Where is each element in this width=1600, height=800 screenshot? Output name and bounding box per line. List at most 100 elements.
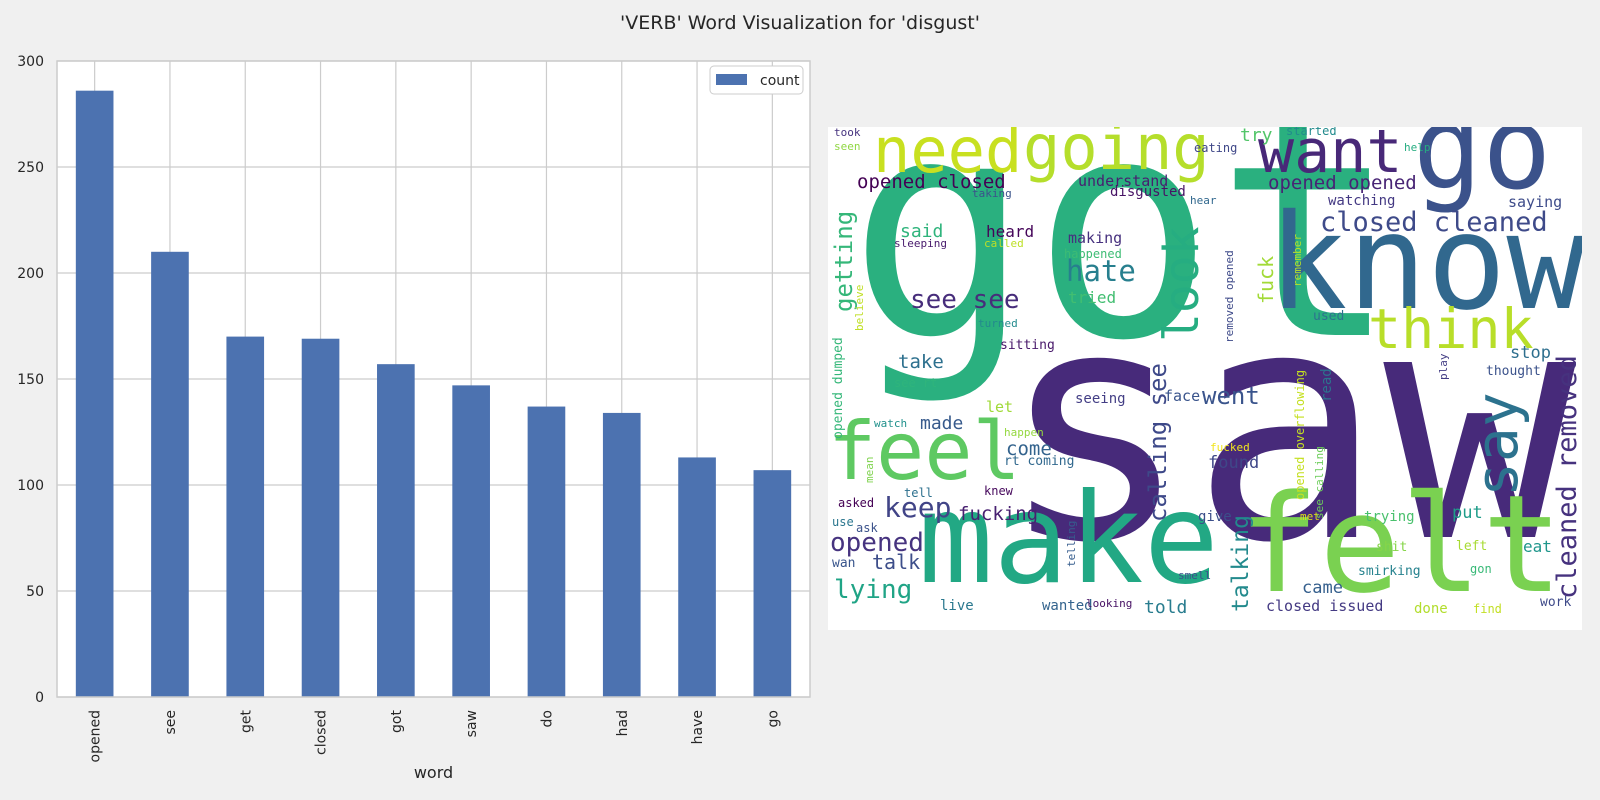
- word-cloud-word: help: [1404, 141, 1431, 154]
- word-cloud-word: fucked: [1210, 441, 1250, 454]
- x-tick-label: had: [615, 710, 631, 736]
- y-tick-label: 0: [35, 690, 44, 706]
- x-tick-label: have: [690, 710, 706, 744]
- x-tick-label: closed: [314, 710, 330, 755]
- word-cloud-word: happened: [1064, 247, 1122, 261]
- word-cloud: got saw make felt know go need going want feel thi…: [828, 127, 1582, 630]
- word-cloud-word: turned: [978, 317, 1018, 330]
- y-tick-label: 300: [17, 54, 44, 70]
- word-cloud-word: give: [1198, 509, 1232, 525]
- word-cloud-word: smell: [1178, 569, 1212, 582]
- word-cloud-word: smirking: [1358, 564, 1421, 579]
- word-cloud-word: want: [1258, 127, 1403, 187]
- word-cloud-word: keep: [884, 491, 952, 524]
- word-cloud-word: opened overflowing: [1293, 369, 1307, 500]
- word-cloud-word: ask: [856, 521, 878, 535]
- word-cloud-word: happen: [1004, 426, 1044, 439]
- bar-saw: [452, 385, 490, 697]
- word-cloud-word: say: [1463, 392, 1531, 497]
- word-cloud-word: rt coming: [1004, 454, 1075, 469]
- word-cloud-word: lying: [834, 575, 913, 605]
- word-cloud-word: watch: [874, 417, 908, 430]
- word-cloud-word: see calling: [1313, 446, 1326, 519]
- word-cloud-word: made: [920, 413, 964, 434]
- word-cloud-word: done: [1414, 601, 1448, 617]
- word-cloud-word: find: [1473, 602, 1502, 616]
- word-cloud-word: got: [848, 127, 1399, 407]
- word-cloud-word: told: [1144, 597, 1188, 618]
- word-cloud-word: fucking: [958, 503, 1039, 525]
- bar-see: [151, 251, 189, 698]
- word-cloud-word: closed cleaned: [1320, 207, 1548, 238]
- y-tick-label: 100: [17, 478, 44, 494]
- word-cloud-word: sitting: [1000, 338, 1055, 353]
- y-tick-label: 250: [17, 160, 44, 176]
- word-cloud-word: seen: [834, 140, 861, 153]
- word-cloud-word: watching: [1328, 193, 1396, 209]
- word-cloud-word: going: [1023, 127, 1210, 184]
- word-cloud-word: take: [898, 351, 944, 373]
- word-cloud-word: telling: [1065, 520, 1078, 567]
- x-tick-label: opened: [88, 710, 104, 762]
- bar-chart: 0 50 100 150 200 250 300 opened see get closed got s…: [17, 54, 811, 782]
- word-cloud-word: look: [1154, 226, 1210, 342]
- word-cloud-word: live: [940, 598, 974, 614]
- word-cloud-word: cleaned removed: [1552, 355, 1582, 599]
- word-cloud-word: saying: [1508, 193, 1563, 211]
- word-cloud-word: called: [984, 237, 1024, 250]
- word-cloud-word: need: [873, 127, 1023, 187]
- bar-opened: [75, 90, 114, 698]
- word-cloud-word: remember: [1291, 234, 1304, 287]
- word-cloud-word: face: [1164, 387, 1201, 405]
- word-cloud-word: saw: [998, 241, 1576, 613]
- word-cloud-word: let: [986, 398, 1014, 416]
- word-cloud-word: closed issued: [1266, 597, 1384, 615]
- word-cloud-word: found: [1208, 453, 1260, 473]
- bar-closed: [301, 338, 340, 697]
- legend-label: count: [760, 73, 800, 89]
- word-cloud-word: opened: [830, 528, 924, 558]
- word-cloud-word: tell: [904, 486, 933, 500]
- word-cloud-word: asked: [838, 496, 875, 510]
- word-cloud-word: heard: [986, 222, 1035, 241]
- word-cloud-word: opened opened: [1268, 172, 1417, 194]
- word-cloud-word: opened dumped: [831, 337, 846, 439]
- bar-got: [377, 364, 415, 697]
- word-cloud-word: disgusted: [1110, 184, 1186, 200]
- x-tick-label: go: [765, 710, 781, 727]
- x-tick-label: do: [539, 710, 555, 727]
- word-cloud-word: put: [1452, 503, 1483, 523]
- word-cloud-word: said: [900, 221, 944, 242]
- word-cloud-word: seeing: [1075, 391, 1126, 407]
- x-tick-label: got: [389, 710, 405, 733]
- word-cloud-word: see rt: [894, 376, 938, 390]
- word-cloud-word: go: [1413, 127, 1552, 216]
- bar-go: [753, 470, 792, 697]
- x-tick-label: see: [163, 710, 179, 735]
- word-cloud-word: trying: [1364, 509, 1415, 525]
- word-cloud-word: tried: [1068, 288, 1117, 307]
- word-cloud-word: used: [1313, 309, 1345, 324]
- word-cloud-word: believe: [853, 284, 866, 331]
- word-cloud-word: removed opened: [1223, 250, 1236, 343]
- word-cloud-word: opened closed: [857, 171, 1006, 193]
- word-cloud-word: shit: [1376, 540, 1408, 555]
- x-tick-label: saw: [464, 710, 480, 737]
- y-tick-label: 50: [26, 584, 44, 600]
- word-cloud-word: play: [1437, 353, 1450, 381]
- word-cloud-word: came: [1302, 578, 1343, 598]
- plot-frame: [56, 60, 811, 698]
- word-cloud-word: sleeping: [894, 237, 947, 250]
- word-cloud-word: looking: [1086, 597, 1133, 610]
- word-cloud-word: knew: [984, 484, 1013, 498]
- y-tick-label: 150: [17, 372, 44, 388]
- word-cloud-word: met: [1300, 510, 1320, 523]
- x-tick-label: get: [238, 710, 254, 734]
- word-cloud-word: started: [1286, 127, 1337, 138]
- word-cloud-word: know: [1268, 186, 1582, 340]
- y-tick-label: 200: [17, 266, 44, 282]
- word-cloud-word: make: [918, 467, 1220, 612]
- bar-have: [678, 457, 716, 697]
- word-cloud-word: wan: [832, 556, 856, 571]
- word-cloud-word: feel: [828, 405, 1021, 498]
